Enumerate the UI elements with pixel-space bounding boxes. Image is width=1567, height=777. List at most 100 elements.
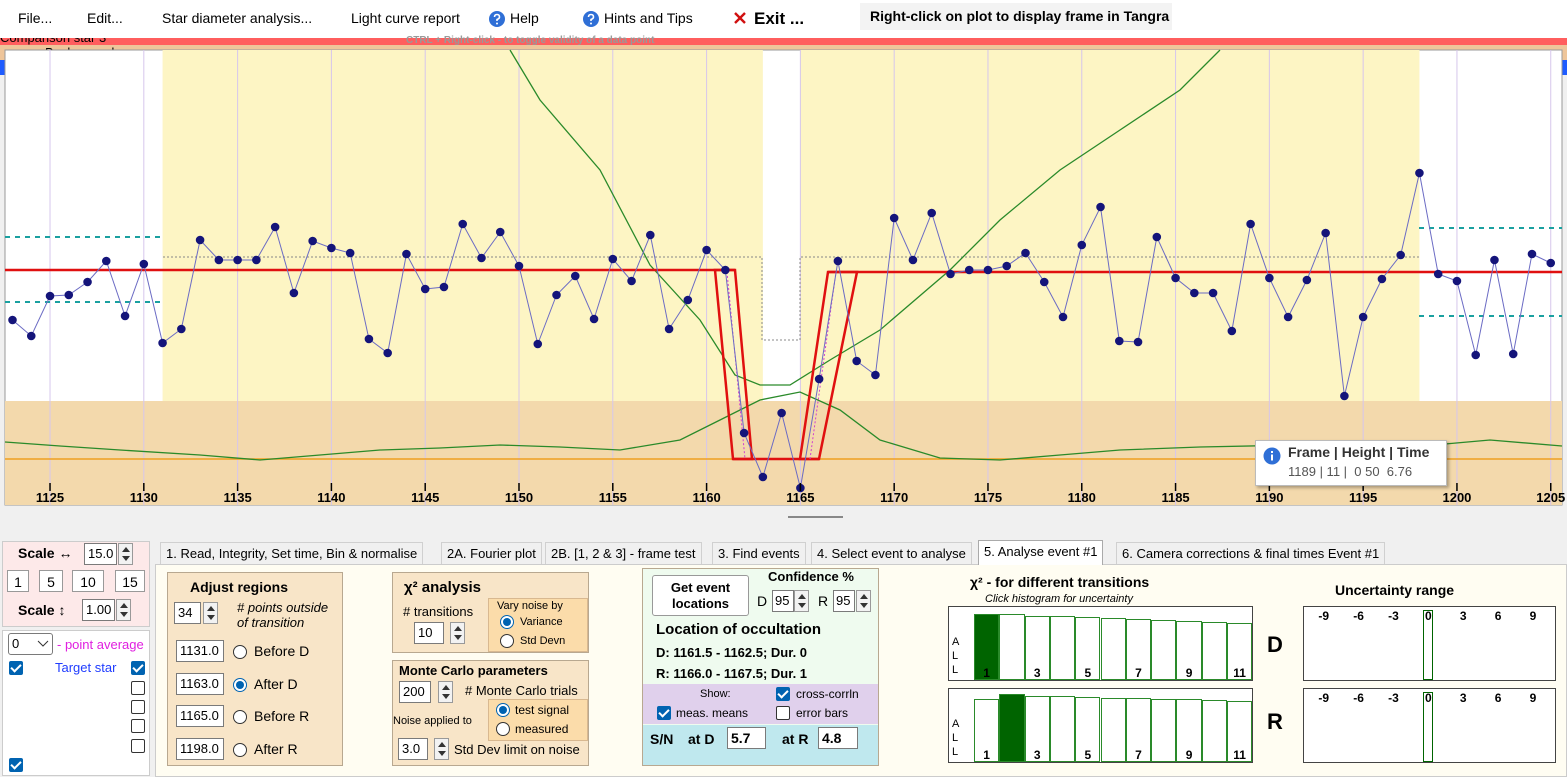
chi2-bar[interactable] [1100, 697, 1126, 762]
menu-help[interactable]: Help [510, 10, 539, 26]
tab[interactable]: 6. Camera corrections & final times Even… [1116, 542, 1386, 564]
scale-button[interactable]: 1 [7, 570, 29, 592]
transitions-label: # transitions [403, 604, 474, 619]
error-bars-checkbox[interactable] [776, 706, 790, 720]
chi2-bar[interactable] [1176, 620, 1202, 680]
chi2-bar[interactable] [1227, 622, 1252, 680]
series-checkbox[interactable] [131, 700, 145, 715]
data-point [1152, 232, 1162, 242]
test-signal-radio[interactable] [496, 703, 510, 717]
spinner[interactable] [438, 681, 453, 703]
transitions-input[interactable]: 10 [414, 622, 444, 644]
chi2-bar[interactable] [999, 613, 1025, 680]
menu-light-curve-report[interactable]: Light curve report [351, 10, 460, 26]
average-select[interactable]: 0 [8, 633, 53, 655]
chi2-bar[interactable] [1024, 615, 1050, 680]
spinner[interactable] [203, 602, 218, 624]
data-point [627, 276, 636, 286]
spinner[interactable] [434, 738, 449, 760]
vary-noise-label: Vary noise by [497, 600, 563, 612]
scale-v-input[interactable]: 1.00 [82, 599, 115, 621]
d-conf-input[interactable]: 95 [772, 590, 794, 612]
at-d-label: at D [688, 731, 715, 747]
x-tick-label: 1165 [786, 490, 814, 505]
region-radio[interactable] [233, 743, 247, 757]
chi2-bar[interactable] [1024, 695, 1050, 762]
chi2-bar[interactable] [1049, 695, 1076, 762]
chi2-bar[interactable] [974, 698, 1000, 762]
target-checkbox[interactable] [131, 661, 145, 675]
chi2-bar[interactable] [1049, 615, 1076, 680]
x-tick-label: 1190 [1255, 490, 1283, 505]
chi2-bar[interactable] [1100, 617, 1126, 680]
region-radio[interactable] [233, 678, 247, 692]
scale-button[interactable]: 5 [39, 570, 63, 592]
chi2-bar[interactable] [1176, 698, 1202, 762]
spinner[interactable] [856, 590, 871, 612]
tab[interactable]: 2A. Fourier plot [441, 542, 542, 564]
menu-star-diameter[interactable]: Star diameter analysis... [162, 10, 313, 26]
series-checkbox[interactable] [131, 719, 145, 734]
spinner[interactable] [450, 622, 465, 644]
chi2-bar[interactable] [1125, 618, 1152, 680]
tab[interactable]: 1. Read, Integrity, Set time, Bin & norm… [160, 542, 424, 564]
scale-button[interactable]: 10 [72, 570, 104, 592]
region-radio[interactable] [233, 710, 247, 724]
region-radio[interactable] [233, 645, 247, 659]
chi2-histogram-d[interactable]: ALL 1 3 5 7 9 11 [948, 606, 1253, 681]
chi2-bar[interactable] [1201, 621, 1227, 680]
r-conf-input[interactable]: 95 [833, 590, 855, 612]
series-checkbox[interactable] [9, 757, 23, 772]
spinner[interactable] [794, 590, 809, 612]
trials-input[interactable]: 200 [399, 681, 431, 703]
circle [590, 22, 592, 25]
chi2-histogram-r[interactable]: ALL 1 3 5 7 9 11 [948, 688, 1253, 763]
variance-radio[interactable] [500, 615, 514, 629]
meas-means-checkbox[interactable] [657, 706, 671, 720]
menu-file[interactable]: File... [18, 10, 53, 26]
menu-exit[interactable]: Exit ... [754, 9, 805, 28]
region-input[interactable]: 1163.0 [176, 673, 224, 695]
region-input[interactable]: 1198.0 [176, 738, 224, 760]
chi2-bar[interactable] [1151, 619, 1177, 680]
chi2-bar[interactable] [974, 613, 1000, 680]
menu-hints[interactable]: Hints and Tips [604, 10, 693, 26]
pts-checkbox[interactable] [9, 661, 23, 675]
data-point [1039, 277, 1049, 287]
chi2-bar[interactable] [1075, 696, 1101, 762]
data-point [552, 290, 561, 300]
scale-button[interactable]: 15 [115, 570, 145, 592]
series-checkbox[interactable] [131, 681, 145, 695]
chi2-bar[interactable] [999, 693, 1025, 762]
menu-edit[interactable]: Edit... [87, 10, 123, 26]
mean-dotted [163, 256, 1419, 341]
measured-radio[interactable] [496, 722, 510, 736]
std-devn-radio[interactable] [500, 634, 514, 648]
tab[interactable]: 4. Select event to analyse [811, 542, 972, 564]
tab-selected[interactable]: 5. Analyse event #1 [978, 540, 1104, 565]
series-checkbox[interactable] [131, 738, 145, 753]
spinner[interactable] [116, 599, 131, 621]
uncertainty-tick-label: -9 [1318, 691, 1330, 705]
points-outside-input[interactable]: 34 [174, 602, 201, 624]
scale-h-input[interactable]: 15.0 [84, 543, 117, 565]
spinner[interactable] [118, 543, 133, 565]
data-point [64, 290, 74, 300]
chi2-bar[interactable] [1075, 616, 1101, 680]
uncertainty-tick-label: -6 [1353, 609, 1364, 623]
cross-corrln-checkbox[interactable] [776, 687, 790, 701]
chi2-bar[interactable] [1201, 699, 1227, 762]
x-tick-label: 1130 [130, 490, 158, 505]
region-input[interactable]: 1165.0 [176, 705, 224, 727]
tab[interactable]: 2B. [1, 2 & 3] - frame test [545, 542, 702, 564]
uncertainty-tick-label: -9 [1318, 609, 1330, 623]
chi2-bar[interactable] [1227, 700, 1252, 762]
get-locations-button[interactable]: Get event locations [652, 575, 749, 616]
chi2-bar[interactable] [1151, 698, 1177, 762]
chi2-bar[interactable] [1125, 697, 1152, 762]
splitter[interactable] [788, 516, 843, 518]
tab[interactable]: 3. Find events [712, 542, 806, 564]
data-point [327, 243, 336, 253]
region-input[interactable]: 1131.0 [176, 640, 224, 662]
std-limit-input[interactable]: 3.0 [398, 738, 428, 760]
